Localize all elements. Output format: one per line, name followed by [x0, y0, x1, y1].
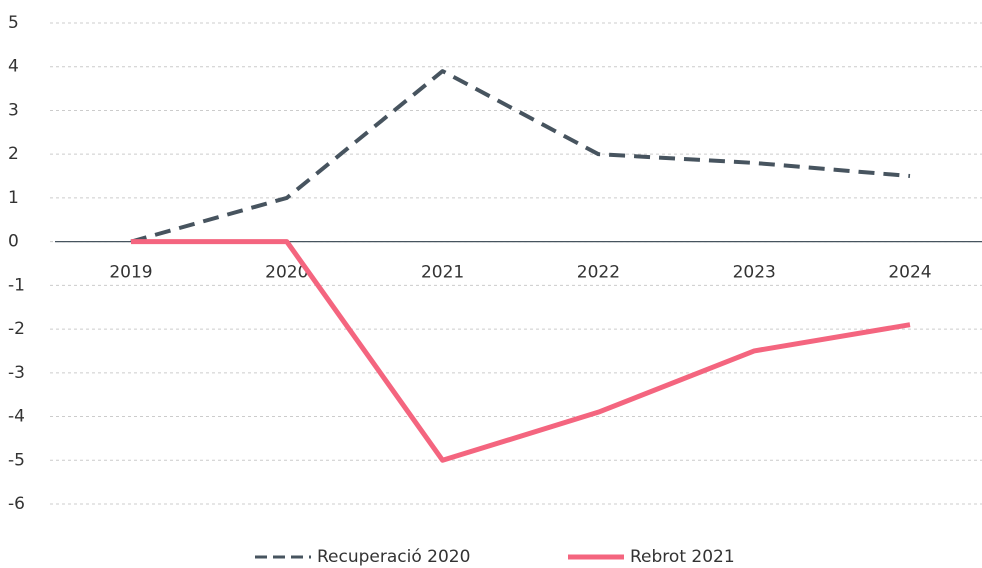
x-tick-label: 2019: [109, 263, 152, 283]
series-line: [130, 69, 911, 244]
x-tick-label: 2023: [733, 263, 776, 283]
y-tick-label: 5: [8, 13, 19, 33]
legend-label: Rebrot 2021: [630, 547, 735, 567]
y-tick-label: -1: [8, 275, 25, 295]
y-tick-label: 2: [8, 144, 19, 164]
x-tick-label: 2024: [888, 263, 931, 283]
x-tick-label: 2020: [265, 263, 308, 283]
x-tick-label: 2021: [421, 263, 464, 283]
y-tick-label: 3: [8, 100, 19, 120]
y-tick-label: 1: [8, 188, 19, 208]
y-tick-label: -6: [8, 494, 25, 514]
y-tick-label: 0: [8, 232, 19, 252]
y-tick-label: 4: [8, 57, 19, 77]
y-tick-label: -4: [8, 407, 25, 427]
x-tick-label: 2022: [577, 263, 620, 283]
legend-label: Recuperació 2020: [317, 547, 470, 567]
series-line: [131, 239, 911, 463]
y-tick-label: -2: [8, 319, 25, 339]
y-tick-label: -3: [8, 363, 25, 383]
y-tick-label: -5: [8, 450, 25, 470]
